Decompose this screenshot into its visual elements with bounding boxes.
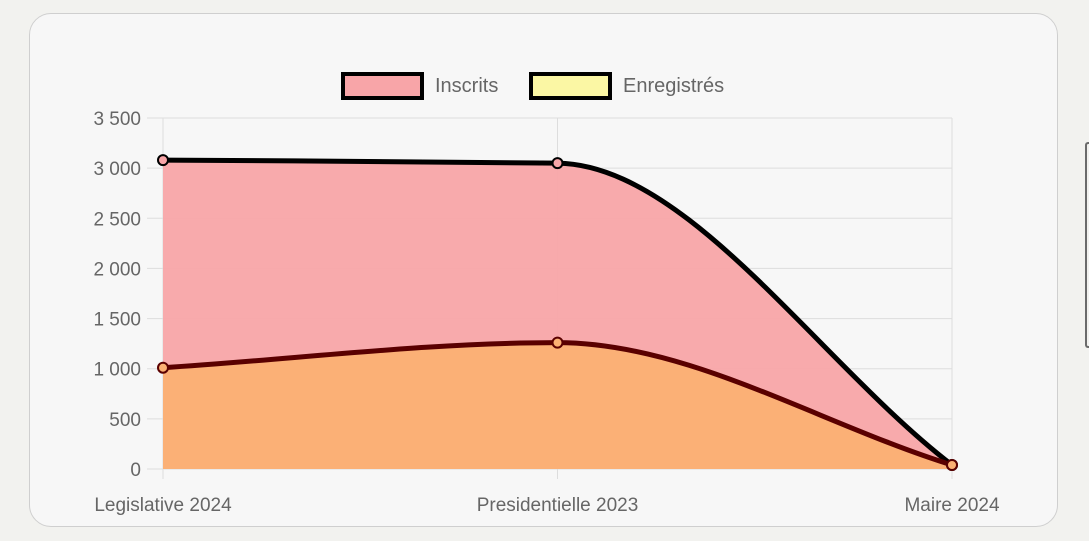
chart-legend: Inscrits Enregistrés [341,72,724,100]
x-tick-label: Maire 2024 [904,495,999,516]
series-area-1 [163,342,952,469]
legend-label-0: Inscrits [435,75,498,97]
y-tick-label: 1 000 [93,360,141,381]
chart-points [157,154,958,471]
y-tick-label: 500 [109,410,141,431]
data-point-1-1 [551,336,564,349]
chart-areas [163,160,952,469]
legend-label-1: Enregistrés [623,75,724,97]
y-tick-label: 2 500 [93,209,141,230]
data-point-1-2 [946,458,958,471]
x-tick-label: Legislative 2024 [94,495,232,516]
y-tick-label: 3 500 [93,109,141,130]
y-axis-ticks: 0 500 1 000 1 500 2 000 2 500 3 000 3 500 [93,109,141,481]
data-point-1-0 [157,361,169,374]
x-tick-label: Presidentielle 2023 [477,495,639,516]
y-tick-label: 2 000 [93,259,141,280]
data-point-0-1 [551,157,564,170]
data-point-0-0 [157,154,169,167]
y-tick-label: 3 000 [93,159,141,180]
legend-swatch-0 [341,72,424,100]
y-tick-label: 0 [130,460,141,481]
adjacent-panel-edge [1085,142,1089,348]
series-line-0 [160,157,955,468]
y-tick-label: 1 500 [93,310,141,331]
x-axis-ticks: Legislative 2024 Presidentielle 2023 Maire… [94,495,1000,516]
legend-swatch-1 [529,72,612,100]
